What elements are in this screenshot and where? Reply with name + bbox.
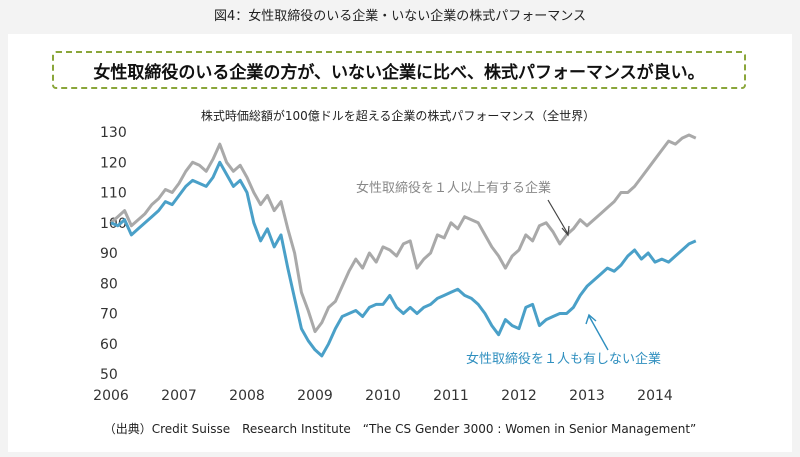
headline-box: 女性取締役のいる企業の方が、いない企業に比べ、株式パフォーマンスが良い。: [52, 51, 746, 89]
series-line-with-women: [109, 133, 697, 334]
x-tick-label: 2013: [569, 388, 605, 404]
x-tick-label: 2006: [93, 388, 129, 404]
figure-panel: 女性取締役のいる企業の方が、いない企業に比べ、株式パフォーマンスが良い。 株式時…: [8, 34, 792, 452]
annotation-with-women: 女性取締役を１人以上有する企業: [356, 180, 551, 196]
figure-title: 図4：女性取締役のいる企業・いない企業の株式パフォーマンス: [213, 9, 586, 24]
y-tick-label: 120: [100, 155, 127, 171]
arrowhead-icon: [561, 225, 570, 237]
x-tick-label: 2007: [161, 388, 197, 404]
x-tick-label: 2012: [501, 388, 537, 404]
x-tick-label: 2011: [433, 388, 469, 404]
annotation-arrow-with-women: [547, 199, 569, 235]
x-tick-label: 2010: [365, 388, 401, 404]
x-axis-ticks: 2006 2007 2008 2009 2010 2011 2012 2013 2014: [93, 388, 673, 404]
chart-title: 株式時価総額が100億ドルを超える企業の株式パフォーマンス（全世界）: [201, 108, 595, 123]
y-tick-label: 90: [100, 246, 118, 262]
y-tick-label: 110: [100, 186, 127, 202]
y-tick-label: 130: [100, 125, 127, 141]
line-chart: 株式時価総額が100億ドルを超える企業の株式パフォーマンス（全世界） 50 60 7…: [93, 108, 706, 404]
y-tick-label: 80: [100, 276, 118, 292]
x-tick-label: 2009: [297, 388, 333, 404]
series-lines: [109, 133, 697, 358]
x-tick-label: 2014: [637, 388, 673, 404]
arrowhead-icon: [585, 313, 597, 325]
annotation-without-women: 女性取締役を１人も有しない企業: [466, 351, 661, 367]
y-tick-label: 50: [100, 367, 118, 383]
series-line-without-women: [110, 160, 697, 358]
x-tick-label: 2008: [229, 388, 265, 404]
source-citation: （出典）Credit Suisse Research Institute “Th…: [103, 422, 697, 436]
y-tick-label: 70: [100, 307, 118, 323]
headline-text: 女性取締役のいる企業の方が、いない企業に比べ、株式パフォーマンスが良い。: [93, 62, 705, 83]
y-tick-label: 60: [100, 337, 118, 353]
annotation-arrow-without-women: [588, 315, 609, 351]
